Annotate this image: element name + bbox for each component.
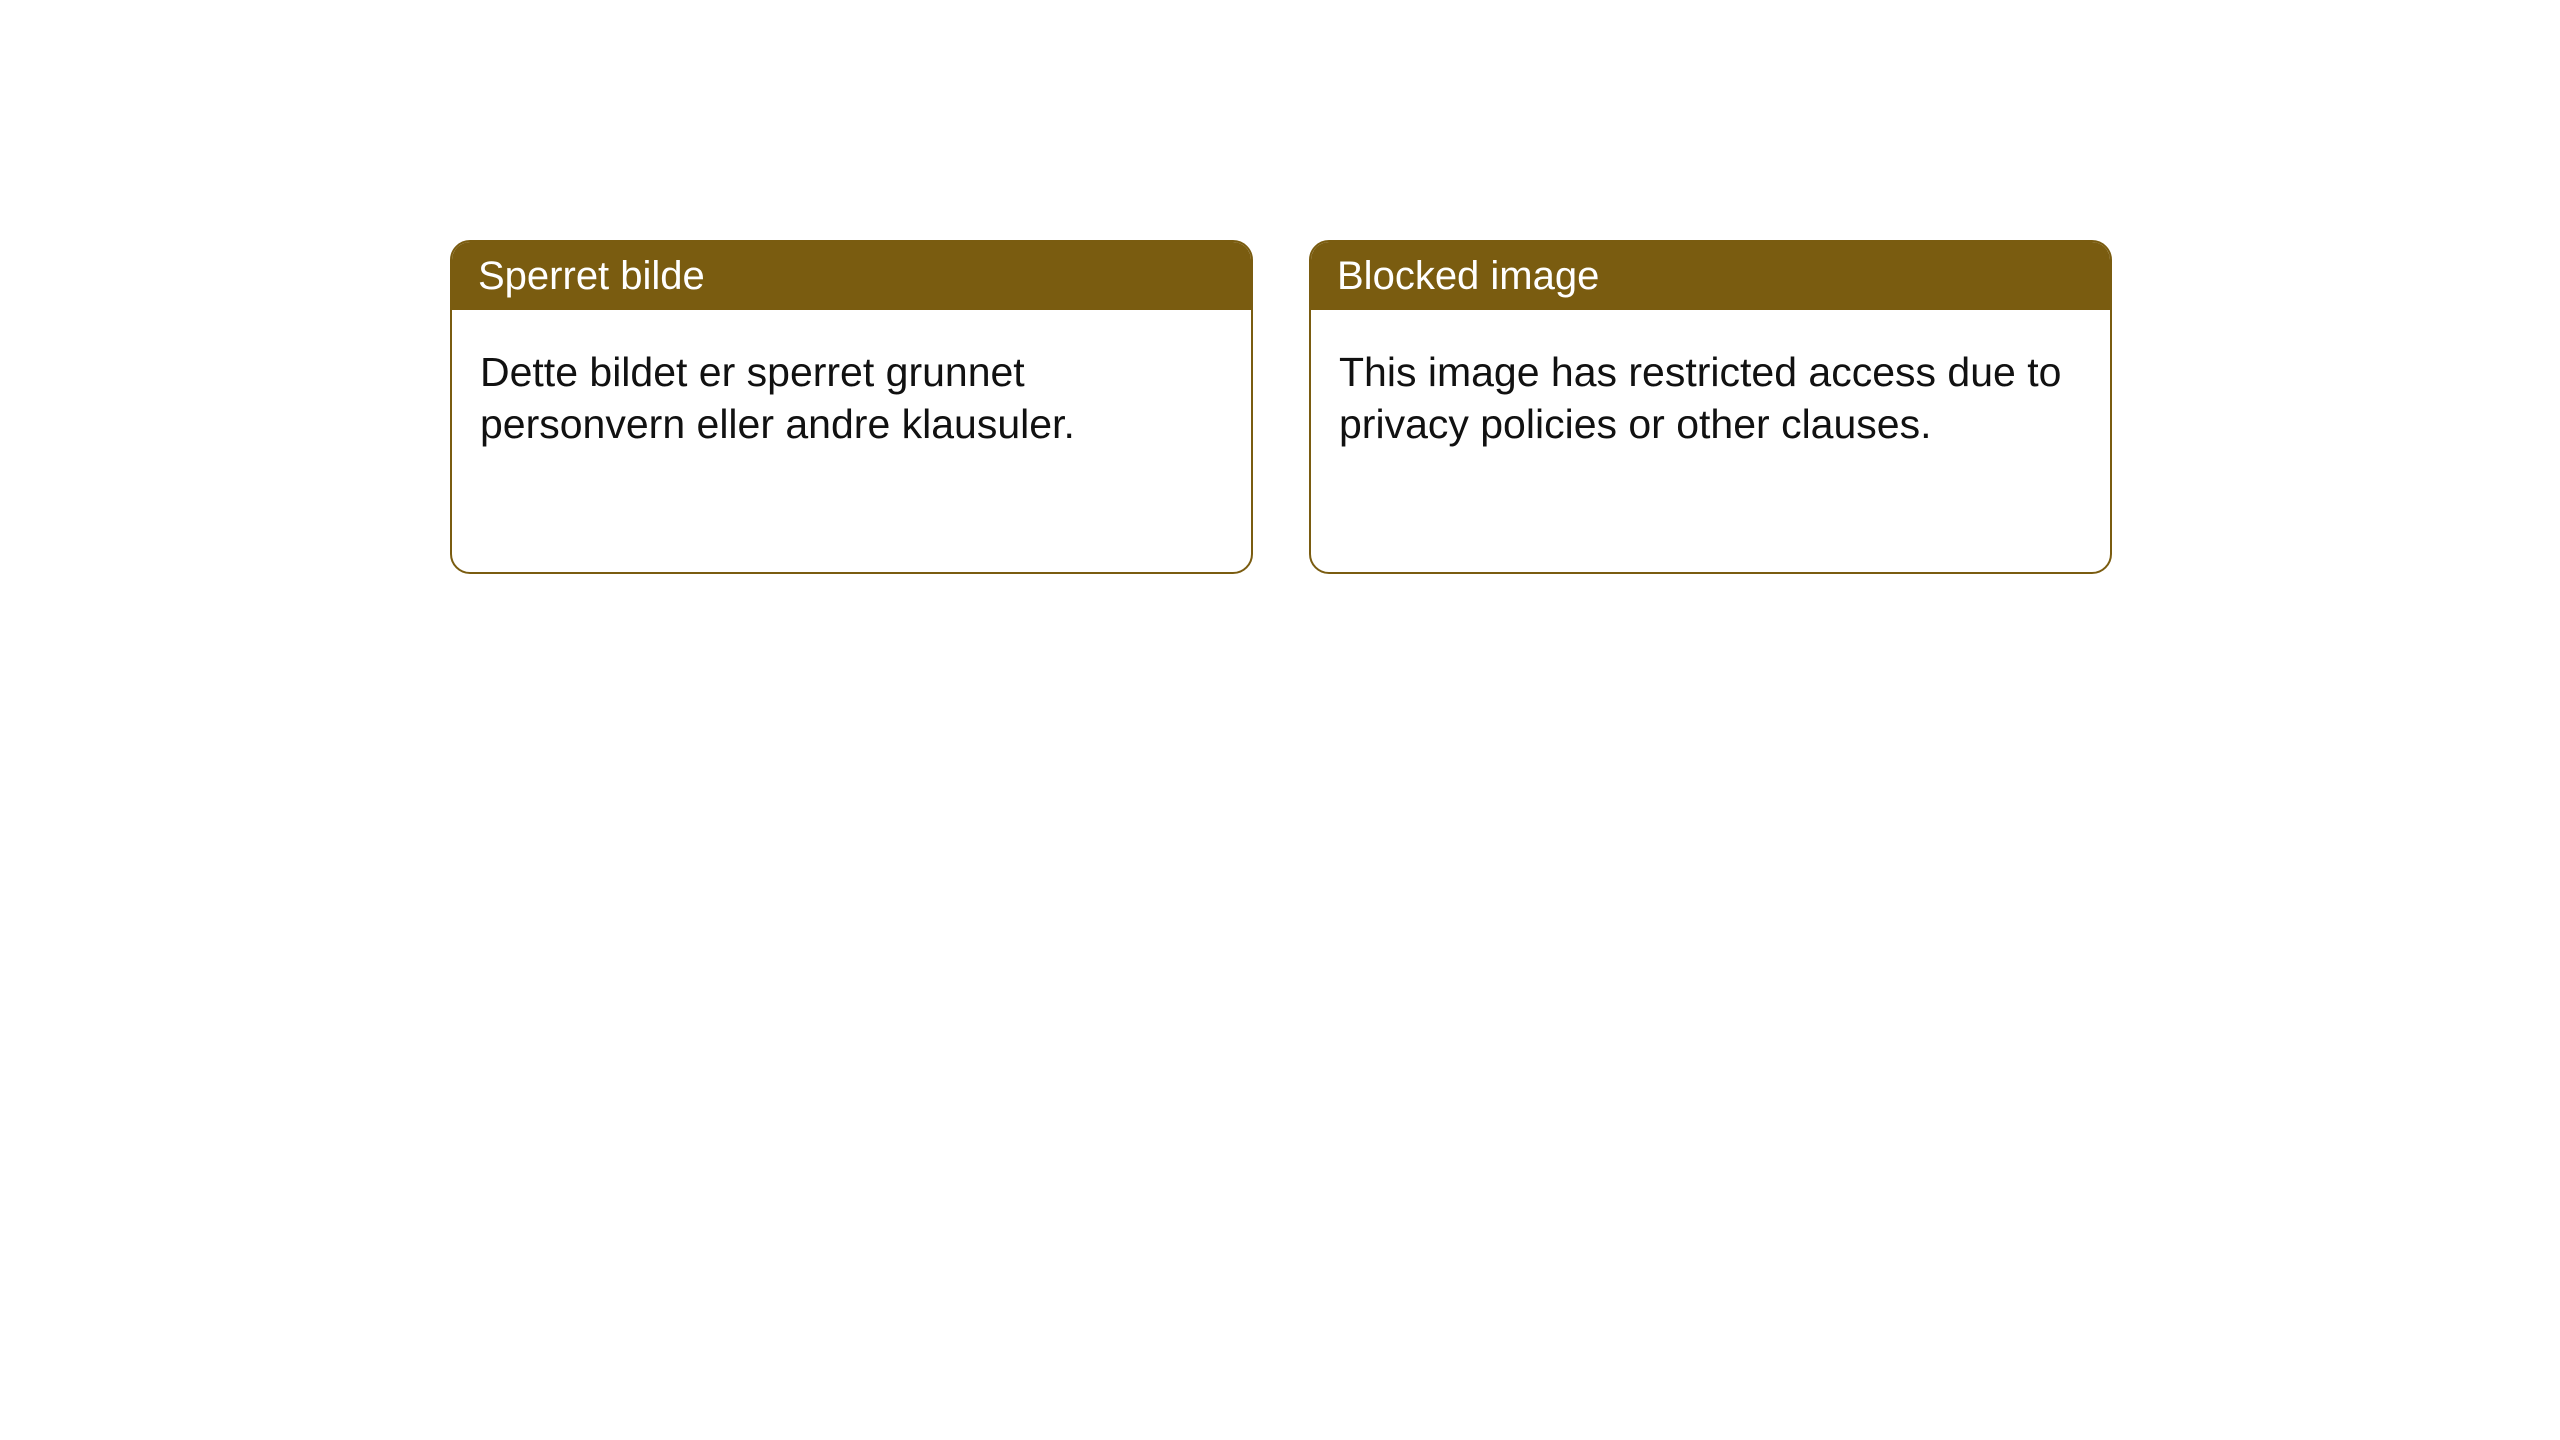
notice-body: This image has restricted access due to …	[1311, 310, 2110, 478]
notice-container: Sperret bilde Dette bildet er sperret gr…	[0, 0, 2560, 574]
notice-header: Blocked image	[1311, 242, 2110, 310]
notice-card-english: Blocked image This image has restricted …	[1309, 240, 2112, 574]
notice-body: Dette bildet er sperret grunnet personve…	[452, 310, 1251, 478]
notice-header: Sperret bilde	[452, 242, 1251, 310]
notice-card-norwegian: Sperret bilde Dette bildet er sperret gr…	[450, 240, 1253, 574]
